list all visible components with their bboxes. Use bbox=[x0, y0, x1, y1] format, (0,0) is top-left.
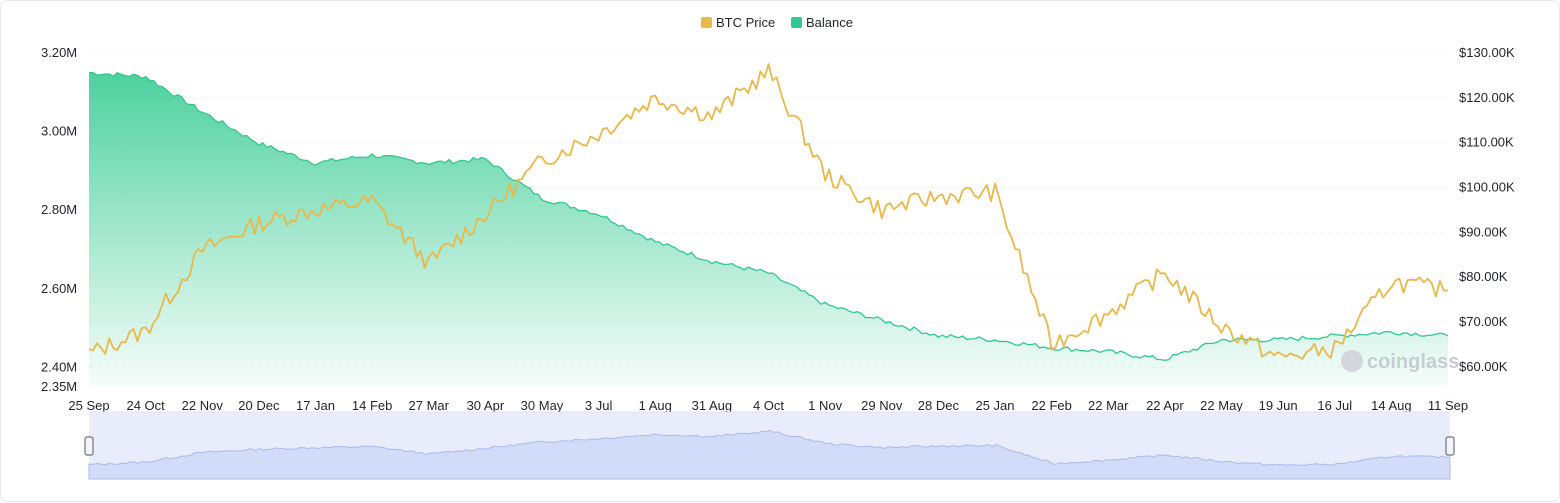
x-axis-tick-label: 4 Oct bbox=[753, 398, 784, 413]
navigator-series bbox=[88, 429, 1451, 480]
x-axis-tick-label: 31 Aug bbox=[692, 398, 733, 413]
range-navigator[interactable] bbox=[84, 411, 1455, 480]
x-axis-tick-label: 1 Aug bbox=[639, 398, 672, 413]
right-axis-tick-label: $130.00K bbox=[1459, 45, 1515, 60]
legend-swatch bbox=[791, 17, 802, 28]
legend-item[interactable]: Balance bbox=[791, 15, 853, 30]
legend-label: BTC Price bbox=[716, 15, 775, 30]
x-axis-tick-label: 22 Feb bbox=[1031, 398, 1071, 413]
right-axis-tick-label: $70.00K bbox=[1459, 314, 1508, 329]
balance-area bbox=[88, 71, 1449, 387]
x-axis-tick-label: 30 Apr bbox=[467, 398, 505, 413]
right-axis-tick-label: $60.00K bbox=[1459, 359, 1508, 374]
navigator-left-handle[interactable] bbox=[84, 436, 94, 456]
balance-line bbox=[88, 71, 1449, 361]
left-axis-tick-label: 2.60M bbox=[41, 281, 77, 296]
left-axis-tick-label: 2.80M bbox=[41, 202, 77, 217]
x-axis-ticks: 25 Sep 24 Oct 22 Nov 20 Dec 17 Jan 14 Feb 27 M… bbox=[68, 398, 1468, 413]
x-axis-tick-label: 28 Dec bbox=[918, 398, 960, 413]
x-axis-tick-label: 25 Sep bbox=[68, 398, 109, 413]
x-axis-tick-label: 27 Mar bbox=[409, 398, 450, 413]
x-axis-tick-label: 29 Nov bbox=[861, 398, 903, 413]
x-axis-tick-label: 14 Feb bbox=[352, 398, 392, 413]
left-axis-ticks: 3.20M 3.00M 2.80M 2.60M 2.40M 2.35M bbox=[41, 45, 77, 394]
x-axis-tick-label: 30 May bbox=[521, 398, 564, 413]
legend-item[interactable]: BTC Price bbox=[701, 15, 775, 30]
balance-area-fill bbox=[89, 72, 1448, 387]
x-axis-tick-label: 19 Jun bbox=[1259, 398, 1298, 413]
right-axis-tick-label: $100.00K bbox=[1459, 179, 1515, 194]
right-axis-tick-label: $110.00K bbox=[1459, 135, 1514, 150]
legend-label: Balance bbox=[806, 15, 853, 30]
left-axis-tick-label: 2.40M bbox=[41, 359, 77, 374]
left-axis-tick-label: 2.35M bbox=[41, 379, 77, 394]
x-axis-tick-label: 22 Nov bbox=[182, 398, 224, 413]
right-axis-tick-label: $120.00K bbox=[1459, 90, 1515, 105]
x-axis-tick-label: 22 Apr bbox=[1146, 398, 1184, 413]
x-axis-tick-label: 16 Jul bbox=[1317, 398, 1352, 413]
x-axis-tick-label: 11 Sep bbox=[1428, 398, 1468, 413]
x-axis-tick-label: 22 May bbox=[1200, 398, 1243, 413]
left-axis-tick-label: 3.20M bbox=[41, 45, 77, 60]
x-axis-tick-label: 14 Aug bbox=[1371, 398, 1412, 413]
right-axis-ticks: $130.00K $120.00K $110.00K $100.00K $90.00K $… bbox=[1459, 45, 1515, 374]
x-axis-tick-label: 3 Jul bbox=[585, 398, 613, 413]
left-axis-tick-label: 3.00M bbox=[41, 124, 77, 139]
right-axis-tick-label: $80.00K bbox=[1459, 269, 1508, 284]
x-axis-tick-label: 17 Jan bbox=[296, 398, 335, 413]
legend-swatch bbox=[701, 17, 712, 28]
right-axis-tick-label: $90.00K bbox=[1459, 224, 1508, 239]
coinglass-logo-icon bbox=[1341, 350, 1363, 372]
btc-price-line bbox=[88, 63, 1448, 360]
x-axis-tick-label: 20 Dec bbox=[238, 398, 280, 413]
legend[interactable]: BTC Price Balance bbox=[701, 15, 853, 30]
x-axis-tick-label: 25 Jan bbox=[975, 398, 1014, 413]
navigator-right-handle[interactable] bbox=[1445, 436, 1455, 456]
x-axis-tick-label: 24 Oct bbox=[126, 398, 165, 413]
btc-price-path bbox=[88, 63, 1448, 360]
watermark-text: coinglass bbox=[1367, 351, 1459, 373]
x-axis-tick-label: 1 Nov bbox=[808, 398, 842, 413]
coinglass-watermark: coinglass bbox=[1341, 350, 1459, 373]
x-axis-tick-label: 22 Mar bbox=[1088, 398, 1129, 413]
